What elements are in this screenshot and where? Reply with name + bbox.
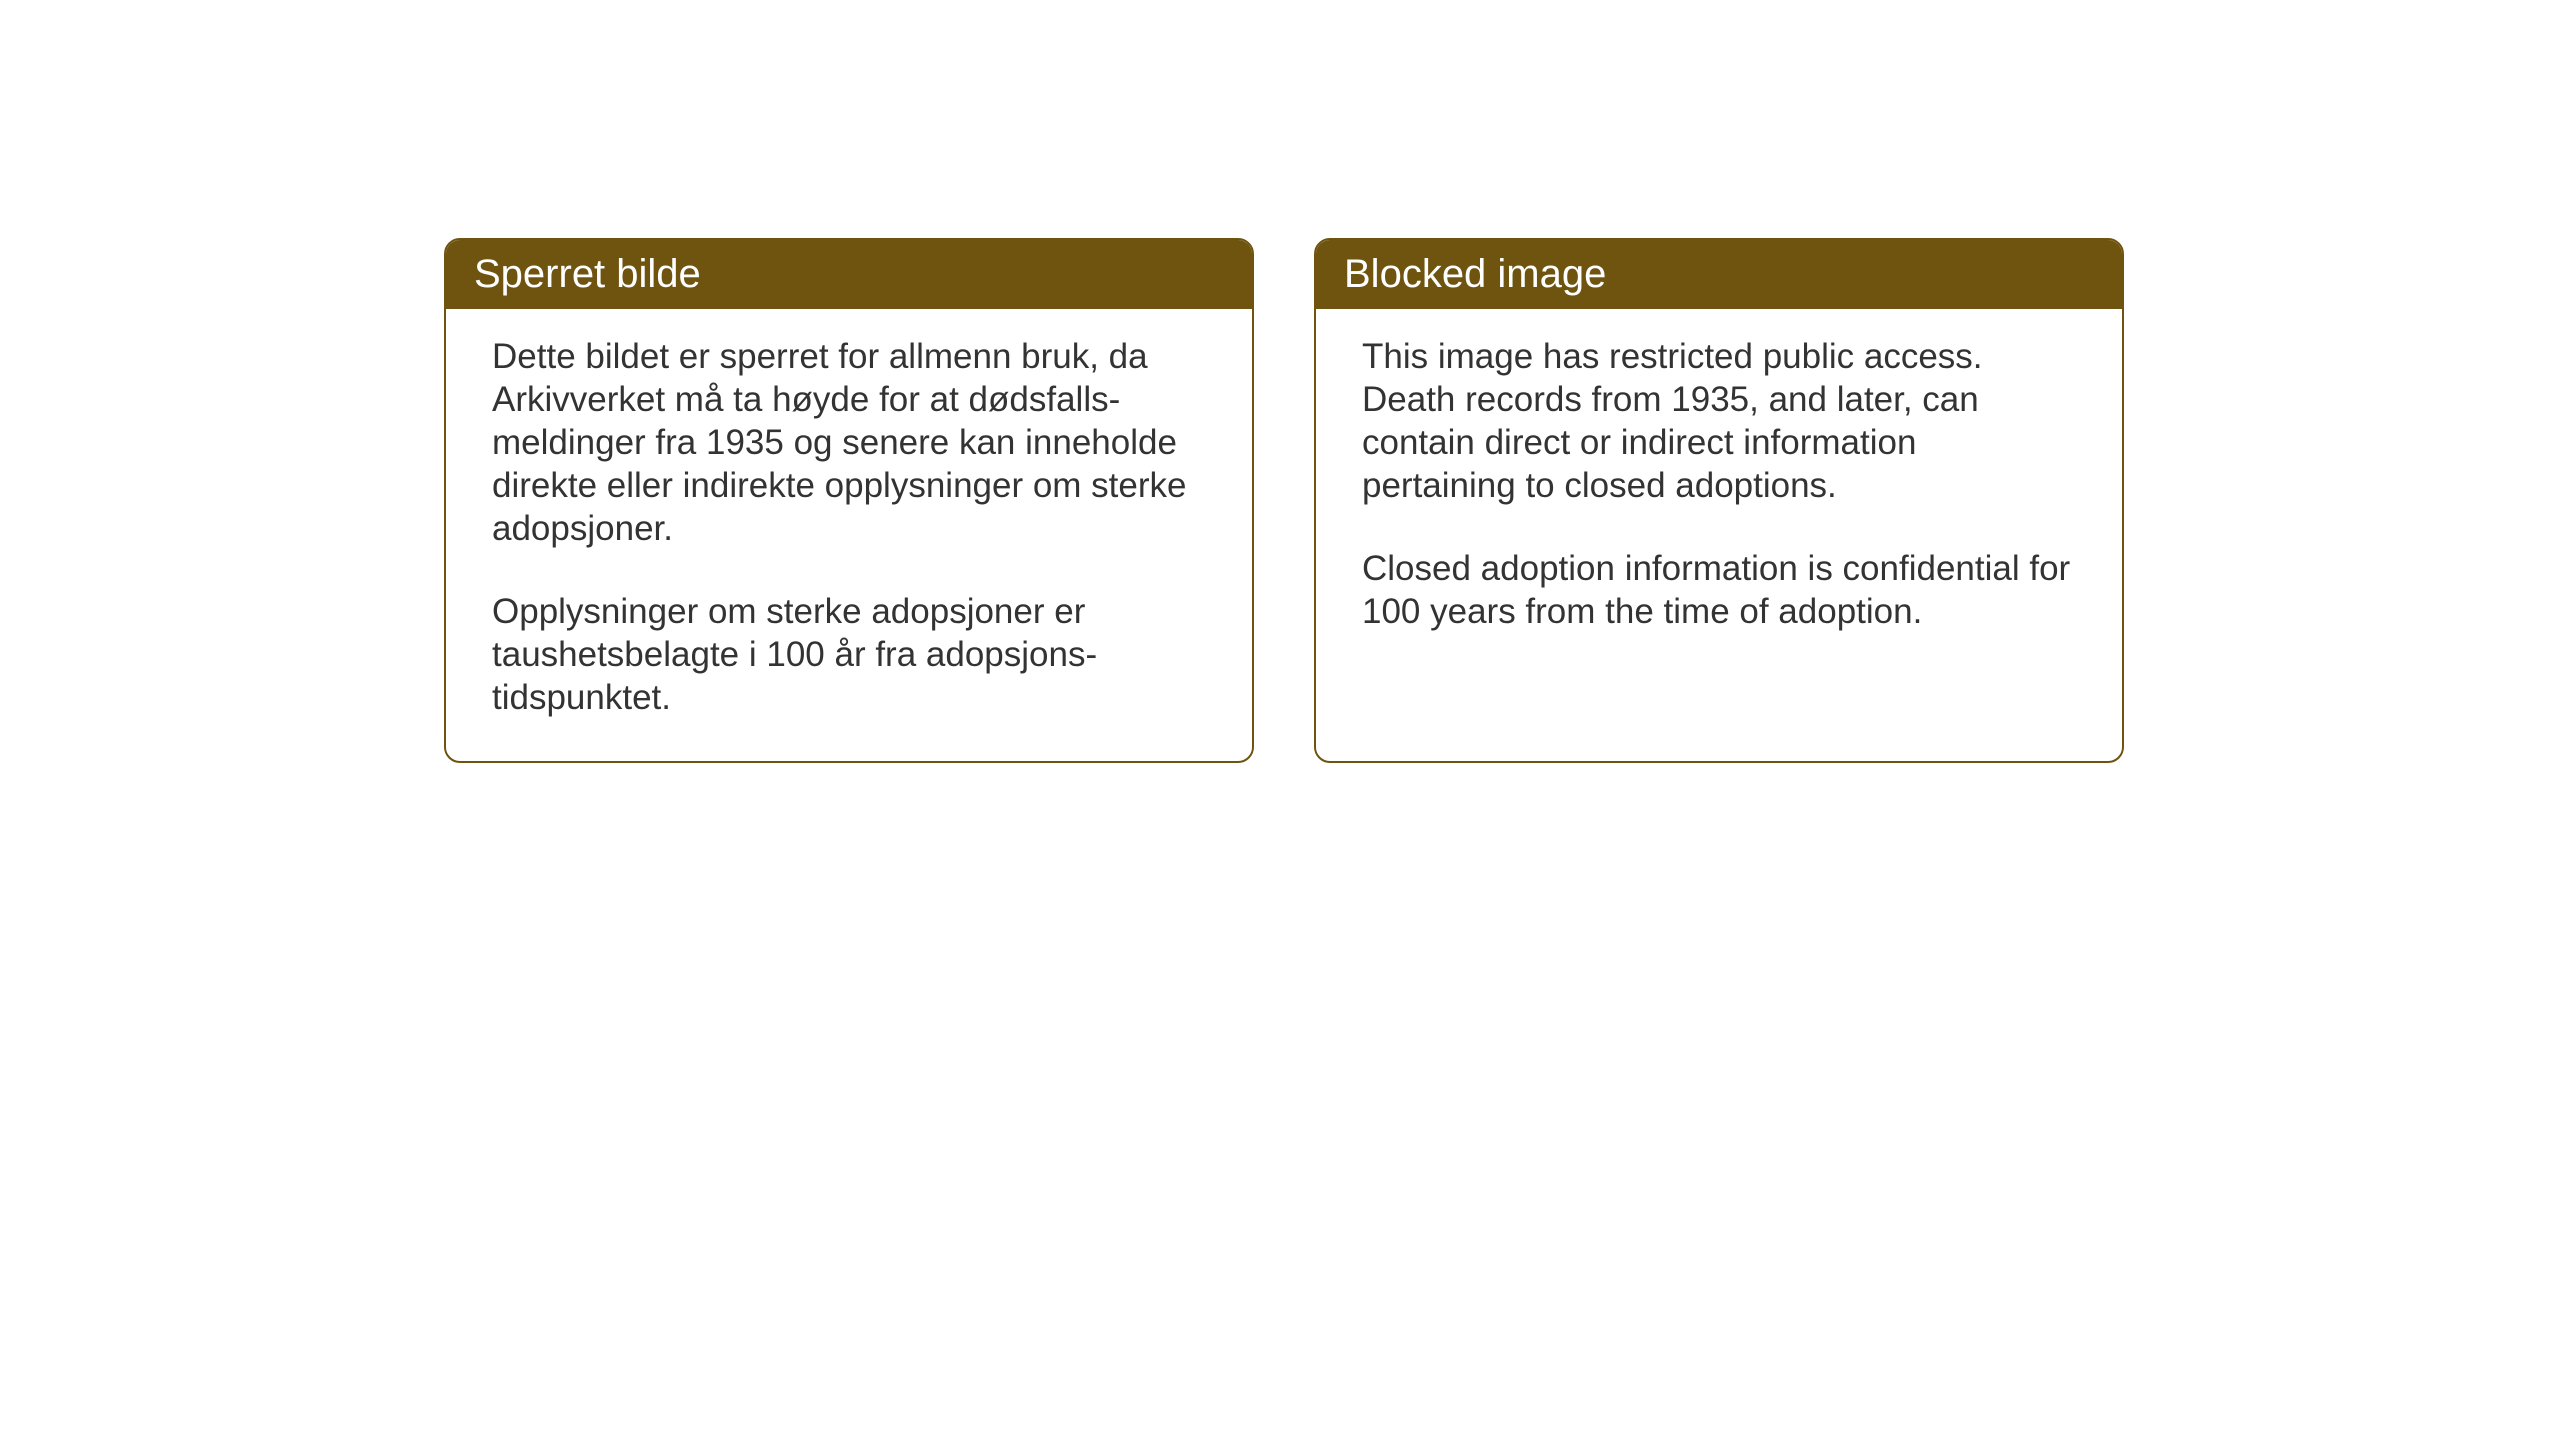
norwegian-paragraph-1: Dette bildet er sperret for allmenn bruk… [492,335,1206,550]
norwegian-paragraph-2: Opplysninger om sterke adopsjoner er tau… [492,590,1206,719]
english-card-body: This image has restricted public access.… [1316,309,2122,675]
norwegian-notice-card: Sperret bilde Dette bildet er sperret fo… [444,238,1254,763]
english-card-title: Blocked image [1316,240,2122,309]
notice-container: Sperret bilde Dette bildet er sperret fo… [444,238,2124,763]
english-paragraph-1: This image has restricted public access.… [1362,335,2076,507]
english-paragraph-2: Closed adoption information is confident… [1362,547,2076,633]
norwegian-card-body: Dette bildet er sperret for allmenn bruk… [446,309,1252,761]
english-notice-card: Blocked image This image has restricted … [1314,238,2124,763]
norwegian-card-title: Sperret bilde [446,240,1252,309]
